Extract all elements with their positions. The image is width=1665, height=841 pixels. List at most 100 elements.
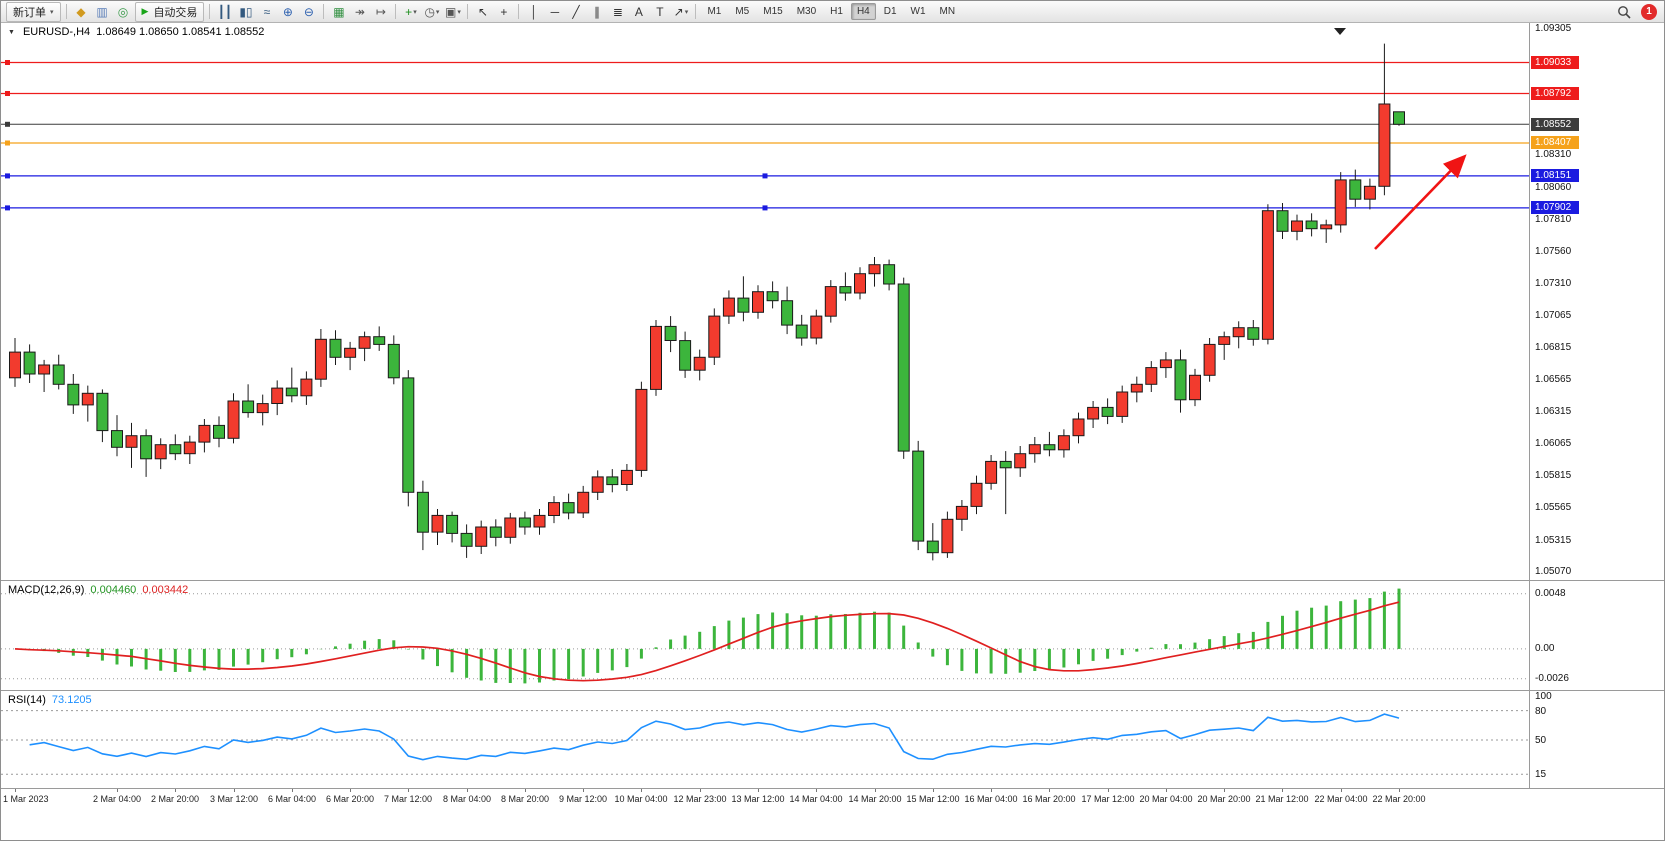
- horizontal-line-icon[interactable]: ─: [545, 3, 564, 21]
- time-tick: [1108, 789, 1109, 792]
- equidistant-channel-icon-glyph: ∥: [593, 4, 600, 19]
- macd-main-value: 0.004460: [90, 584, 137, 596]
- navigator-icon[interactable]: ◎: [114, 3, 133, 21]
- auto-scroll-icon-glyph: ↠: [354, 4, 365, 19]
- symbol-timeframe-label: EURUSD-,H4: [22, 26, 91, 38]
- date-label: 16 Mar 04:00: [964, 794, 1018, 804]
- rsi-label: RSI(14) 73.1205: [8, 694, 92, 706]
- zoom-out-icon-glyph: ⊖: [303, 4, 314, 19]
- market-watch-icon[interactable]: ◆: [72, 3, 91, 21]
- rsi-line: [29, 713, 1400, 761]
- price-tick: 1.09305: [1535, 23, 1572, 34]
- hline-price-badge: 1.09033: [1531, 55, 1579, 69]
- timeframe-mn-button[interactable]: MN: [939, 6, 956, 17]
- rsi-tick: 15: [1535, 769, 1547, 781]
- macd-pane[interactable]: MACD(12,26,9) 0.004460 0.003442: [1, 581, 1529, 691]
- hline-price-badge: 1.08792: [1531, 86, 1579, 100]
- macd-tick: 0.0048: [1535, 587, 1566, 599]
- timeframe-toolbar: M1 M5 M15 M30 H1 H4 D1 W1 MN: [700, 1, 962, 22]
- timeframe-h4-button[interactable]: H4: [850, 3, 876, 20]
- arrows-icon[interactable]: ↗ ▾: [671, 3, 690, 21]
- caret-icon: ▾: [457, 8, 461, 16]
- date-label: 15 Mar 12:00: [906, 794, 960, 804]
- timeframe-w1-button[interactable]: W1: [910, 6, 926, 17]
- rsi-pane[interactable]: RSI(14) 73.1205: [1, 691, 1529, 789]
- indicators-icon[interactable]: + ▾: [401, 3, 420, 21]
- hline-price-badge: 1.08407: [1531, 136, 1579, 150]
- periods-icon-glyph: ◷: [424, 4, 435, 19]
- candlestick-chart-icon[interactable]: ▮▯: [236, 3, 255, 21]
- rsi-value: 73.1205: [51, 694, 92, 706]
- trendline-icon-glyph: ╱: [572, 4, 580, 19]
- templates-icon[interactable]: ▣ ▾: [443, 3, 462, 21]
- time-tick: [933, 789, 934, 792]
- arrows-icon-glyph: ↗: [673, 4, 684, 19]
- date-label: 22 Mar 20:00: [1372, 794, 1426, 804]
- time-tick: [1049, 789, 1050, 792]
- timeframe-m5-button[interactable]: M5: [735, 6, 750, 17]
- search-icon[interactable]: [1614, 3, 1633, 21]
- text-icon[interactable]: A: [629, 3, 648, 21]
- timeframe-m30-button[interactable]: M30: [796, 6, 817, 17]
- line-chart-icon-glyph: ≈: [263, 4, 271, 19]
- time-tick: [1341, 789, 1342, 792]
- chart-shift-icon[interactable]: ↦: [371, 3, 390, 21]
- horizontal-lines[interactable]: [1, 60, 1529, 211]
- toolbar-separator: [323, 4, 325, 19]
- hline-price-badge: 1.07902: [1531, 201, 1579, 215]
- equidistant-channel-icon[interactable]: ∥: [587, 3, 606, 21]
- data-window-icon-glyph: ▥: [96, 4, 108, 19]
- price-tick: 1.08060: [1535, 181, 1572, 193]
- one-click-trading-toggle[interactable]: ▼: [8, 28, 15, 36]
- price-tick: 1.05315: [1535, 534, 1572, 546]
- date-label: 20 Mar 20:00: [1197, 794, 1251, 804]
- fibonacci-icon[interactable]: ≣: [608, 3, 627, 21]
- auto-scroll-icon[interactable]: ↠: [350, 3, 369, 21]
- timeframe-m1-button[interactable]: M1: [707, 6, 722, 17]
- data-window-icon[interactable]: ▥: [93, 3, 112, 21]
- timeframe-d1-button[interactable]: D1: [883, 6, 897, 17]
- date-label: 9 Mar 12:00: [558, 794, 608, 804]
- price-pane[interactable]: ▼ EURUSD-,H4 1.08649 1.08650 1.08541 1.0…: [1, 23, 1529, 581]
- time-tick: [292, 789, 293, 792]
- time-axis[interactable]: 1 Mar 2023 2 Mar 04:00 2 Mar 20:00 3 Mar 12…: [1, 789, 1529, 809]
- timeframe-m15-button[interactable]: M15: [763, 6, 783, 17]
- macd-histogram: [28, 588, 1401, 684]
- rsi-tick: 50: [1535, 735, 1547, 746]
- time-tick: [408, 789, 409, 792]
- auto-trading-button[interactable]: ▶ 自动交易: [134, 1, 205, 22]
- indicators-icon-glyph: +: [405, 4, 413, 19]
- price-axis[interactable]: 1.09305 1.08310 1.08060 1.07810 1.07560 1.073…: [1529, 23, 1664, 581]
- bar-chart-icon[interactable]: ┃┃: [215, 3, 234, 21]
- date-label: 8 Mar 20:00: [500, 794, 550, 804]
- trendline-icon[interactable]: ╱: [566, 3, 585, 21]
- time-tick: [234, 789, 235, 792]
- macd-axis[interactable]: 0.0048 0.00 -0.0026: [1529, 581, 1664, 691]
- new-order-button[interactable]: 新订单 ▾: [6, 1, 61, 22]
- zoom-in-icon[interactable]: ⊕: [278, 3, 297, 21]
- toolbar-separator: [518, 4, 520, 19]
- cursor-icon[interactable]: ↖: [473, 3, 492, 21]
- caret-icon: ▾: [50, 8, 54, 16]
- text-label-icon[interactable]: T: [650, 3, 669, 21]
- macd-gridlines: [1, 593, 1529, 680]
- rsi-axis[interactable]: 100 80 50 15: [1529, 691, 1664, 789]
- notification-badge[interactable]: 1: [1641, 3, 1657, 20]
- tile-windows-icon[interactable]: ▦: [329, 3, 348, 21]
- vertical-line-icon[interactable]: │: [524, 3, 543, 21]
- text-icon-glyph: A: [634, 4, 643, 19]
- periods-icon[interactable]: ◷ ▾: [422, 3, 441, 21]
- zoom-out-icon[interactable]: ⊖: [299, 3, 318, 21]
- chart-shift-marker[interactable]: [1334, 28, 1346, 35]
- macd-signal-line: [14, 601, 1400, 682]
- line-chart-icon[interactable]: ≈: [257, 3, 276, 21]
- timeframe-h1-button[interactable]: H1: [830, 6, 843, 17]
- trend-arrow[interactable]: [1374, 154, 1467, 250]
- date-label: 2 Mar 04:00: [92, 794, 142, 804]
- date-label: 6 Mar 04:00: [267, 794, 317, 804]
- time-tick: [758, 789, 759, 792]
- price-tick: 1.05815: [1535, 470, 1572, 482]
- crosshair-icon[interactable]: +: [494, 3, 513, 21]
- templates-icon-glyph: ▣: [445, 4, 457, 19]
